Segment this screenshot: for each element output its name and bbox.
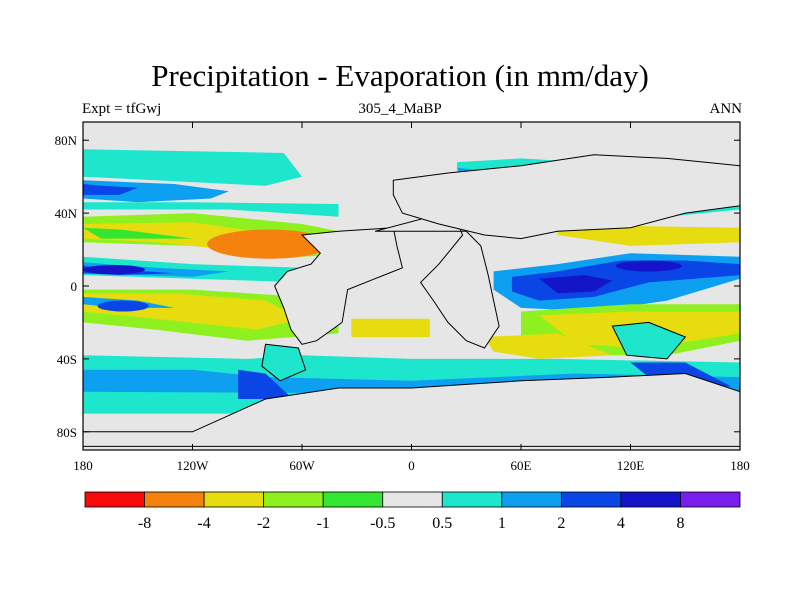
- x-tick-label: 180: [73, 458, 93, 473]
- colorbar-label: 0.5: [432, 515, 452, 532]
- y-tick-label: 0: [71, 279, 78, 294]
- colorbar-box: [322, 491, 384, 508]
- x-tick-label: 120W: [177, 458, 210, 473]
- experiment-label: Expt = tfGwj: [82, 101, 162, 117]
- colorbar-box: [441, 491, 503, 508]
- x-tick-label: 60E: [511, 458, 532, 473]
- colorbar-box: [84, 491, 145, 508]
- season-label: ANN: [709, 101, 743, 117]
- land-eurasia-outline: [392, 154, 740, 240]
- x-tick-label: 0: [408, 458, 415, 473]
- contour-region-itcz-max: [83, 265, 145, 275]
- contour-region-north-pacific-wet: [83, 149, 302, 186]
- y-tick-label: 40S: [57, 352, 77, 367]
- colorbar-label: -2: [257, 515, 270, 532]
- contour-region-south-atlantic-dry: [351, 318, 430, 337]
- colorbar-label: 2: [557, 515, 565, 532]
- contour-region-west-pacific-max: [615, 260, 682, 272]
- contour-region-spcz-core: [97, 300, 149, 312]
- colorbar-label: -0.5: [370, 515, 395, 532]
- map-axes: 180 120W 60W 0 60E 120E 180 80N 40N 0 40S 80S: [55, 122, 750, 473]
- chart-title: Precipitation - Evaporation (in mm/day): [151, 58, 649, 93]
- y-tick-label: 40N: [55, 206, 78, 221]
- colorbar-box: [144, 491, 205, 508]
- colorbar-label: 1: [498, 515, 506, 532]
- contour-region-itcz-cyan: [83, 256, 339, 283]
- contour-region-warm-pool-max: [539, 275, 613, 294]
- colorbar-box: [680, 491, 741, 508]
- time-period-label: 305_4_MaBP: [358, 101, 442, 117]
- colorbar-label: -4: [197, 515, 210, 532]
- contour-region-south-africa-dry: [484, 333, 613, 359]
- colorbar-box: [203, 491, 265, 508]
- y-tick-label: 80N: [55, 133, 78, 148]
- contour-region-np-green: [83, 227, 193, 239]
- land-australia-outline: [611, 321, 687, 360]
- colorbar-box: [560, 491, 622, 508]
- colorbar-box: [620, 491, 681, 508]
- x-tick-label: 180: [730, 458, 750, 473]
- colorbar-label: 8: [676, 515, 684, 532]
- colorbar-label: 4: [617, 515, 625, 532]
- colorbar-box: [263, 491, 324, 508]
- colorbar-box: [382, 491, 443, 508]
- contour-region-north-atlantic-dry: [207, 229, 332, 259]
- colorbar-box: [501, 491, 562, 508]
- land-southern-landmass: [261, 343, 307, 382]
- contour-region-pacific-40n: [83, 202, 339, 217]
- contour-region-north-pacific-storm: [83, 180, 229, 203]
- land-antarctic-outline: [83, 372, 740, 447]
- colorbar-label: -1: [317, 515, 330, 532]
- y-tick-label: 80S: [57, 425, 77, 440]
- x-tick-label: 60W: [289, 458, 315, 473]
- contour-region-north-pacific-core: [83, 184, 138, 195]
- colorbar: -8 -4 -2 -1 -0.5 0.5 1 2 4 8: [84, 491, 741, 532]
- land-continent-west: [274, 227, 403, 345]
- x-tick-label: 120E: [617, 458, 645, 473]
- coastlines: [83, 154, 740, 447]
- contour-region-chile-wet: [238, 369, 293, 399]
- colorbar-label: -8: [138, 515, 151, 532]
